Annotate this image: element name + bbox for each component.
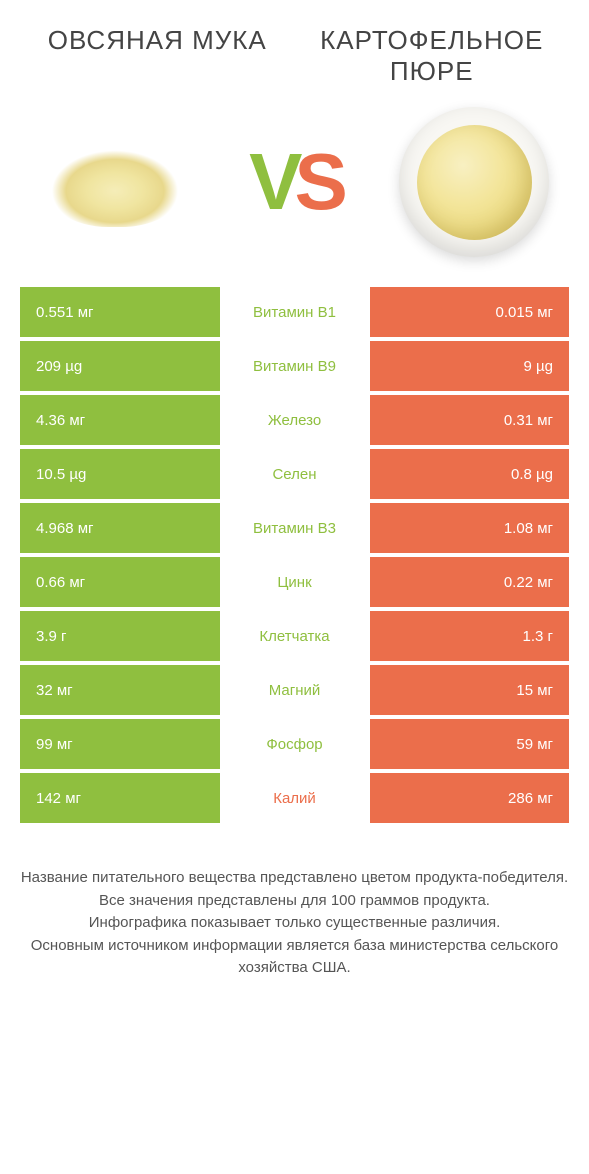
table-row: 3.9 гКлетчатка1.3 г <box>20 611 569 661</box>
header: ОВСЯНАЯ МУКА КАРТОФЕЛЬНОЕ ПЮРЕ <box>0 0 589 97</box>
cell-right-value: 0.8 µg <box>370 449 570 499</box>
cell-left-value: 0.551 мг <box>20 287 220 337</box>
cell-nutrient-label: Цинк <box>220 557 370 607</box>
table-row: 0.551 мгВитамин B10.015 мг <box>20 287 569 337</box>
mashed-potato-image <box>389 107 559 257</box>
cell-right-value: 1.08 мг <box>370 503 570 553</box>
comparison-table: 0.551 мгВитамин B10.015 мг209 µgВитамин … <box>20 287 569 823</box>
table-row: 142 мгКалий286 мг <box>20 773 569 823</box>
footer-line: Название питательного вещества представл… <box>20 867 569 890</box>
cell-left-value: 209 µg <box>20 341 220 391</box>
cell-right-value: 15 мг <box>370 665 570 715</box>
cell-nutrient-label: Клетчатка <box>220 611 370 661</box>
cell-right-value: 1.3 г <box>370 611 570 661</box>
cell-right-value: 286 мг <box>370 773 570 823</box>
cell-left-value: 10.5 µg <box>20 449 220 499</box>
cell-nutrient-label: Калий <box>220 773 370 823</box>
footer-line: Все значения представлены для 100 граммо… <box>20 890 569 913</box>
table-row: 4.36 мгЖелезо0.31 мг <box>20 395 569 445</box>
vs-label: VS <box>249 136 340 228</box>
oat-pile-icon <box>45 137 185 227</box>
cell-nutrient-label: Селен <box>220 449 370 499</box>
cell-right-value: 0.31 мг <box>370 395 570 445</box>
cell-nutrient-label: Железо <box>220 395 370 445</box>
left-title: ОВСЯНАЯ МУКА <box>20 25 295 87</box>
table-row: 0.66 мгЦинк0.22 мг <box>20 557 569 607</box>
potato-mash-icon <box>417 125 532 240</box>
footer-line: Инфографика показывает только существенн… <box>20 912 569 935</box>
cell-left-value: 4.968 мг <box>20 503 220 553</box>
right-title: КАРТОФЕЛЬНОЕ ПЮРЕ <box>295 25 570 87</box>
oat-flour-image <box>30 107 200 257</box>
cell-right-value: 0.22 мг <box>370 557 570 607</box>
cell-left-value: 0.66 мг <box>20 557 220 607</box>
cell-nutrient-label: Магний <box>220 665 370 715</box>
cell-right-value: 9 µg <box>370 341 570 391</box>
cell-nutrient-label: Витамин B9 <box>220 341 370 391</box>
cell-left-value: 4.36 мг <box>20 395 220 445</box>
cell-nutrient-label: Витамин B1 <box>220 287 370 337</box>
table-row: 10.5 µgСелен0.8 µg <box>20 449 569 499</box>
images-row: VS <box>0 97 589 277</box>
table-row: 32 мгМагний15 мг <box>20 665 569 715</box>
cell-left-value: 3.9 г <box>20 611 220 661</box>
cell-left-value: 142 мг <box>20 773 220 823</box>
cell-right-value: 0.015 мг <box>370 287 570 337</box>
potato-bowl-icon <box>399 107 549 257</box>
cell-left-value: 99 мг <box>20 719 220 769</box>
footer-notes: Название питательного вещества представл… <box>0 827 589 1010</box>
infographic-container: ОВСЯНАЯ МУКА КАРТОФЕЛЬНОЕ ПЮРЕ VS 0.551 … <box>0 0 589 1010</box>
cell-nutrient-label: Фосфор <box>220 719 370 769</box>
table-row: 209 µgВитамин B99 µg <box>20 341 569 391</box>
cell-nutrient-label: Витамин B3 <box>220 503 370 553</box>
table-row: 4.968 мгВитамин B31.08 мг <box>20 503 569 553</box>
table-row: 99 мгФосфор59 мг <box>20 719 569 769</box>
vs-s: S <box>295 137 340 226</box>
cell-left-value: 32 мг <box>20 665 220 715</box>
vs-v: V <box>249 137 294 226</box>
cell-right-value: 59 мг <box>370 719 570 769</box>
footer-line: Основным источником информации является … <box>20 935 569 980</box>
